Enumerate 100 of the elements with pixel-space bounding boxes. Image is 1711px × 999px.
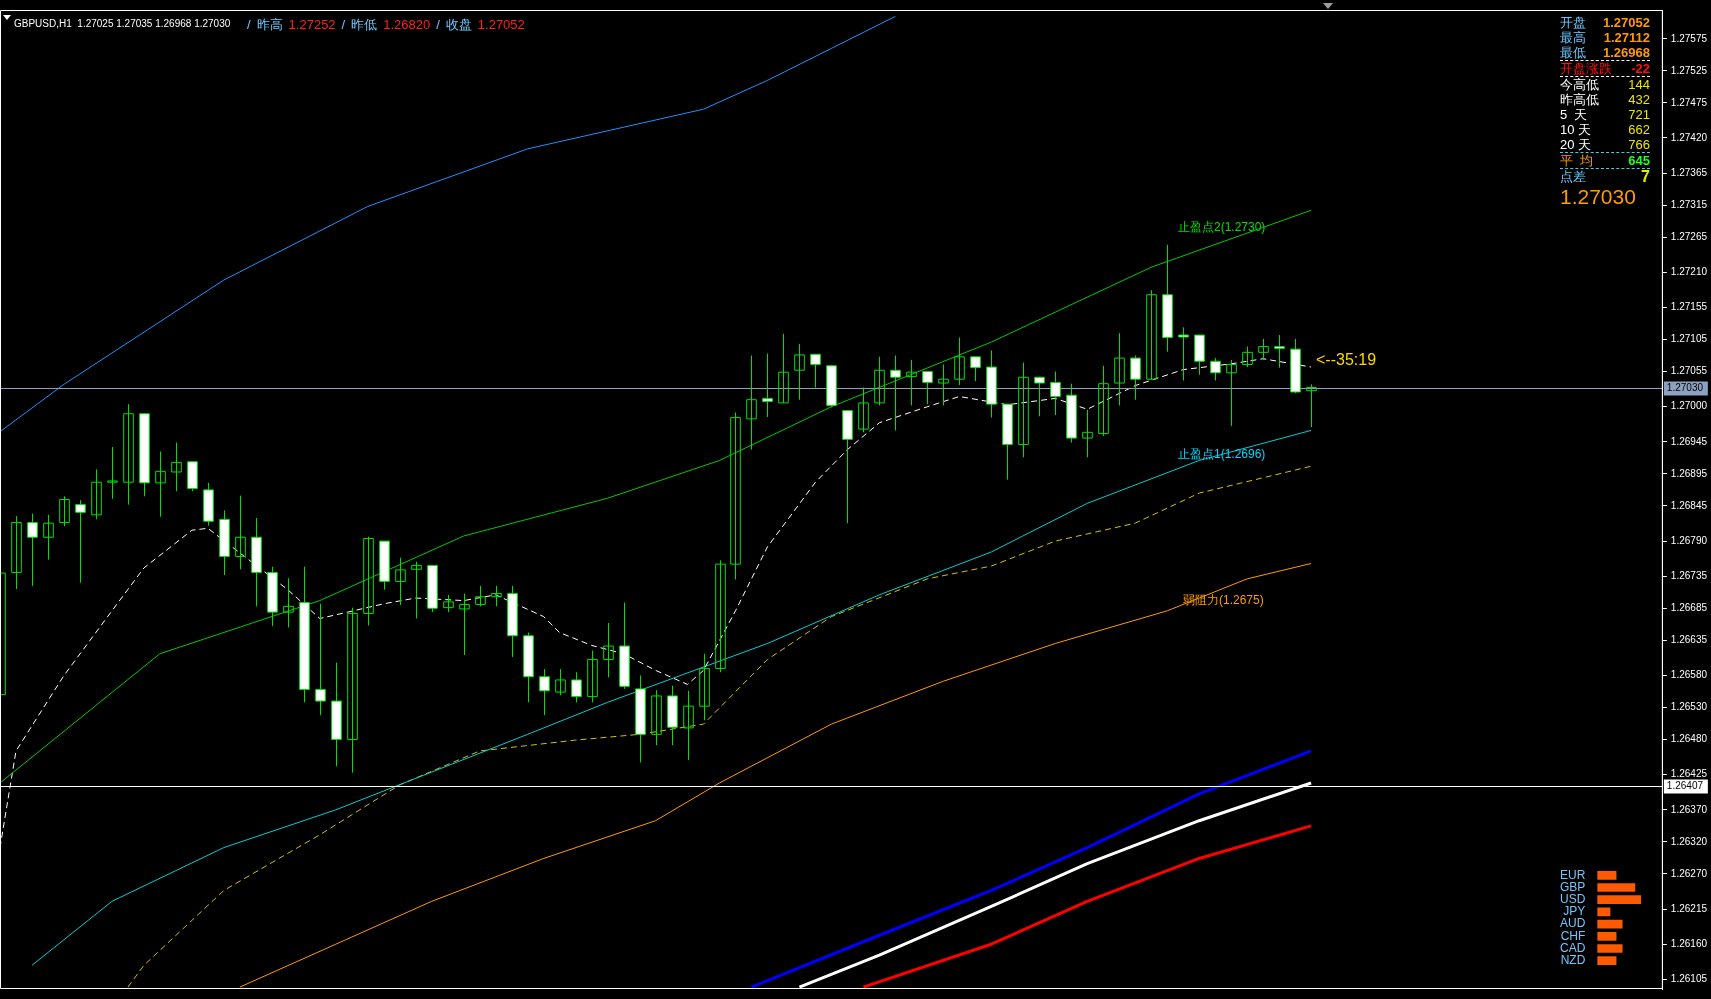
annotation: 1.27112 (1603, 30, 1650, 45)
y-tick-label: 1.26735 (1670, 570, 1708, 582)
y-tick-label: 1.26580 (1670, 669, 1708, 681)
candlestick (730, 411, 741, 580)
candlestick (347, 607, 358, 774)
annotation: 昨高低 (1560, 92, 1599, 107)
candlestick (315, 603, 326, 716)
candlestick (954, 337, 965, 386)
bar (1597, 944, 1623, 953)
annotation: 20 天 (1560, 137, 1592, 152)
candlestick (235, 495, 246, 570)
candlestick (1258, 338, 1269, 361)
candlestick (555, 668, 566, 696)
y-tick-label: 1.27155 (1670, 301, 1708, 313)
candlestick (155, 451, 166, 518)
y-tick-label: 1.26790 (1670, 534, 1708, 546)
annotation: 1.27052 (1603, 15, 1650, 30)
annotation: 止盈点1(1.2696) (1178, 447, 1266, 462)
candlestick (906, 359, 917, 406)
y-tick-label: NZD (1560, 953, 1586, 968)
y-tick-label: 1.26480 (1670, 733, 1708, 745)
candlestick (858, 387, 869, 433)
candlestick (43, 514, 54, 561)
y-tick-label: 1.26425 (1670, 768, 1708, 780)
candlestick (1098, 365, 1109, 437)
y-tick-label: 1.26215 (1670, 902, 1708, 914)
candlestick (491, 585, 502, 607)
candlestick (1226, 359, 1237, 427)
bar (1597, 895, 1641, 905)
candlestick (59, 495, 70, 527)
annotation: 1.27030 (1560, 184, 1637, 210)
candlestick (363, 536, 374, 627)
annotation: 645 (1628, 153, 1650, 168)
annotation: 止盈点2(1.2730) (1178, 220, 1266, 235)
candlestick (1082, 409, 1093, 458)
candlestick (746, 355, 757, 451)
y-tick-label: 1.27475 (1670, 96, 1708, 108)
y-tick-label: 1.26685 (1670, 602, 1708, 614)
y-tick-label: 1.26370 (1670, 803, 1708, 815)
text: / 昨高 1.27252 / 昨低 1.26820 / 收盘 1.27052 (247, 16, 525, 32)
y-tick-label: 1.26160 (1670, 937, 1708, 949)
y-tick-label: EUR (1560, 867, 1586, 882)
annotation: 7 (1641, 168, 1650, 185)
candlestick (475, 585, 486, 607)
candlestick (778, 333, 789, 404)
candlestick (11, 515, 22, 590)
candlestick (27, 513, 38, 587)
y-tick-label: 1.27265 (1670, 230, 1708, 242)
bar (1597, 931, 1617, 941)
y-tick-label: 1.27105 (1670, 333, 1708, 345)
candlestick (91, 468, 102, 520)
candlestick (1114, 332, 1125, 406)
candlestick (283, 577, 294, 628)
candlestick (699, 653, 710, 721)
annotation: 662 (1628, 122, 1650, 137)
annotation: 144 (1628, 77, 1650, 92)
candlestick (171, 442, 182, 492)
annotation: 点差 (1560, 169, 1586, 184)
candlestick (603, 622, 614, 678)
annotation: 766 (1628, 137, 1650, 152)
text: GBPUSD,H1 1.27025 1.27035 1.26968 1.27030 (14, 17, 231, 29)
bar (1597, 883, 1636, 892)
candlestick (107, 446, 118, 500)
y-tick-label: 1.27365 (1670, 166, 1708, 178)
candlestick (1146, 289, 1157, 380)
y-tick-label: 1.26635 (1670, 634, 1708, 646)
candlestick (123, 403, 134, 506)
line-series (127, 465, 1312, 988)
y-tick-label: 1.26320 (1670, 835, 1708, 847)
annotation: <--35:19 (1316, 351, 1377, 369)
y-tick-label: CHF (1560, 928, 1586, 943)
y-tick-label: 1.27315 (1670, 198, 1708, 210)
annotation: 开盘涨跌 (1560, 61, 1612, 76)
annotation: 最低 (1560, 45, 1586, 60)
candlestick (1306, 383, 1317, 428)
bar (1597, 919, 1623, 929)
ref-line-label: 1.27030 (1666, 382, 1704, 394)
annotation: -22 (1631, 61, 1650, 76)
y-tick-label: 1.27055 (1670, 365, 1708, 377)
y-tick-label: 1.27000 (1670, 400, 1708, 412)
y-tick-label: 1.26895 (1670, 467, 1708, 479)
candlestick (651, 689, 662, 746)
annotation: 今高低 (1560, 77, 1599, 92)
y-tick-label: 1.27210 (1670, 266, 1708, 278)
annotation: 1.26968 (1603, 45, 1650, 60)
annotation: 5 天 (1560, 107, 1588, 122)
y-tick-label: 1.27575 (1670, 32, 1708, 44)
candlestick (715, 559, 726, 673)
candlestick (459, 593, 470, 656)
y-tick-label: AUD (1560, 916, 1586, 931)
y-tick-label: USD (1560, 892, 1586, 907)
y-tick-label: 1.26270 (1670, 867, 1708, 879)
bar (1597, 956, 1617, 966)
candlestick (1018, 362, 1029, 458)
y-tick-label: 1.26105 (1670, 973, 1708, 985)
ref-line-label: 1.26407 (1666, 780, 1704, 792)
annotation: 开盘 (1560, 15, 1586, 30)
candlestick (587, 650, 598, 703)
y-tick-label: 1.26845 (1670, 499, 1708, 511)
candlestick (922, 371, 933, 405)
